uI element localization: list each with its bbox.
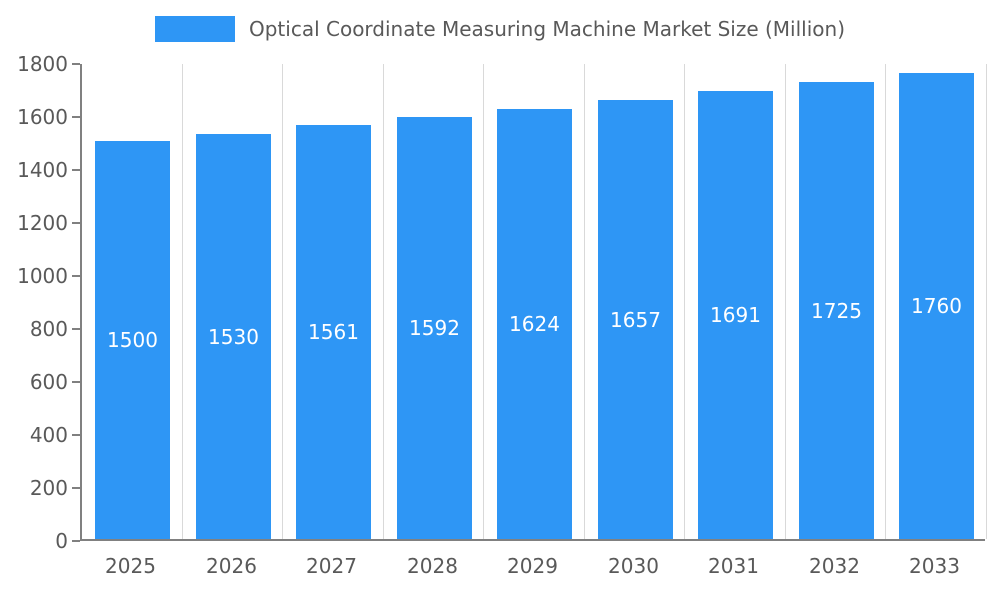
bar-value-label: 1561 [308, 320, 359, 344]
bar-2029: 1624 [497, 109, 572, 539]
bar-2030: 1657 [598, 100, 673, 539]
y-tick-mark [72, 222, 80, 224]
y-tick-label: 0 [55, 529, 68, 553]
bar-value-label: 1691 [710, 303, 761, 327]
gridline-vertical [383, 64, 384, 539]
x-tick-label: 2026 [206, 554, 257, 578]
bar-2025: 1500 [95, 141, 170, 539]
y-tick-label: 200 [29, 476, 68, 500]
x-tick-label: 2029 [507, 554, 558, 578]
y-tick-mark [72, 381, 80, 383]
y-tick-label: 800 [29, 317, 68, 341]
bar-value-label: 1530 [208, 324, 259, 349]
gridline-vertical [282, 64, 283, 539]
bar-value-label: 1760 [911, 294, 962, 318]
bar-2033: 1760 [899, 73, 974, 539]
bar-2028: 1592 [397, 117, 472, 539]
legend-swatch [154, 16, 235, 42]
y-tick-mark [72, 487, 80, 489]
bar-2027: 1561 [296, 125, 371, 539]
x-tick-label: 2028 [407, 554, 458, 578]
bar-2031: 1691 [698, 91, 773, 539]
y-tick-label: 1000 [17, 264, 68, 288]
bar-value-label: 1657 [610, 307, 661, 332]
x-tick-label: 2025 [105, 554, 156, 578]
bar-value-label: 1500 [107, 328, 158, 352]
bar-value-label: 1725 [811, 298, 862, 323]
y-tick-mark [72, 275, 80, 277]
bar-2026: 1530 [196, 134, 271, 539]
y-tick-label: 600 [29, 370, 68, 394]
gridline-vertical [785, 64, 786, 539]
y-tick-label: 1200 [17, 211, 68, 235]
x-tick-label: 2030 [608, 554, 659, 578]
x-tick-label: 2027 [306, 554, 357, 578]
y-tick-mark [72, 434, 80, 436]
gridline-vertical [986, 64, 987, 539]
bar-value-label: 1624 [509, 312, 560, 336]
gridline-vertical [684, 64, 685, 539]
y-tick-label: 1400 [17, 158, 68, 182]
x-tick-label: 2032 [809, 554, 860, 578]
bar-value-label: 1592 [409, 316, 460, 340]
y-tick-mark [72, 63, 80, 65]
legend: Optical Coordinate Measuring Machine Mar… [0, 16, 1000, 42]
y-tick-mark [72, 169, 80, 171]
y-axis: 0 200 400 600 800 1000 1200 1400 1600 1800 [0, 52, 68, 553]
bar-2032: 1725 [799, 82, 874, 539]
gridline-vertical [584, 64, 585, 539]
y-tick-label: 1600 [17, 105, 68, 129]
plot-area: 1500 1530 1561 1592 1624 1657 1691 1725 1760 [80, 64, 987, 541]
gridline-vertical [182, 64, 183, 539]
y-tick-label: 1800 [17, 52, 68, 76]
y-tick-mark [72, 116, 80, 118]
chart-title: Optical Coordinate Measuring Machine Mar… [248, 17, 845, 41]
y-tick-mark [72, 328, 80, 330]
gridline-vertical [483, 64, 484, 539]
y-tick-label: 400 [29, 423, 68, 447]
x-tick-label: 2031 [708, 554, 759, 578]
x-tick-label: 2033 [909, 554, 960, 578]
gridline-vertical [885, 64, 886, 539]
x-axis: 2025 2026 2027 2028 2029 2030 2031 2032 2033 [80, 552, 985, 586]
y-tick-mark [72, 540, 80, 542]
